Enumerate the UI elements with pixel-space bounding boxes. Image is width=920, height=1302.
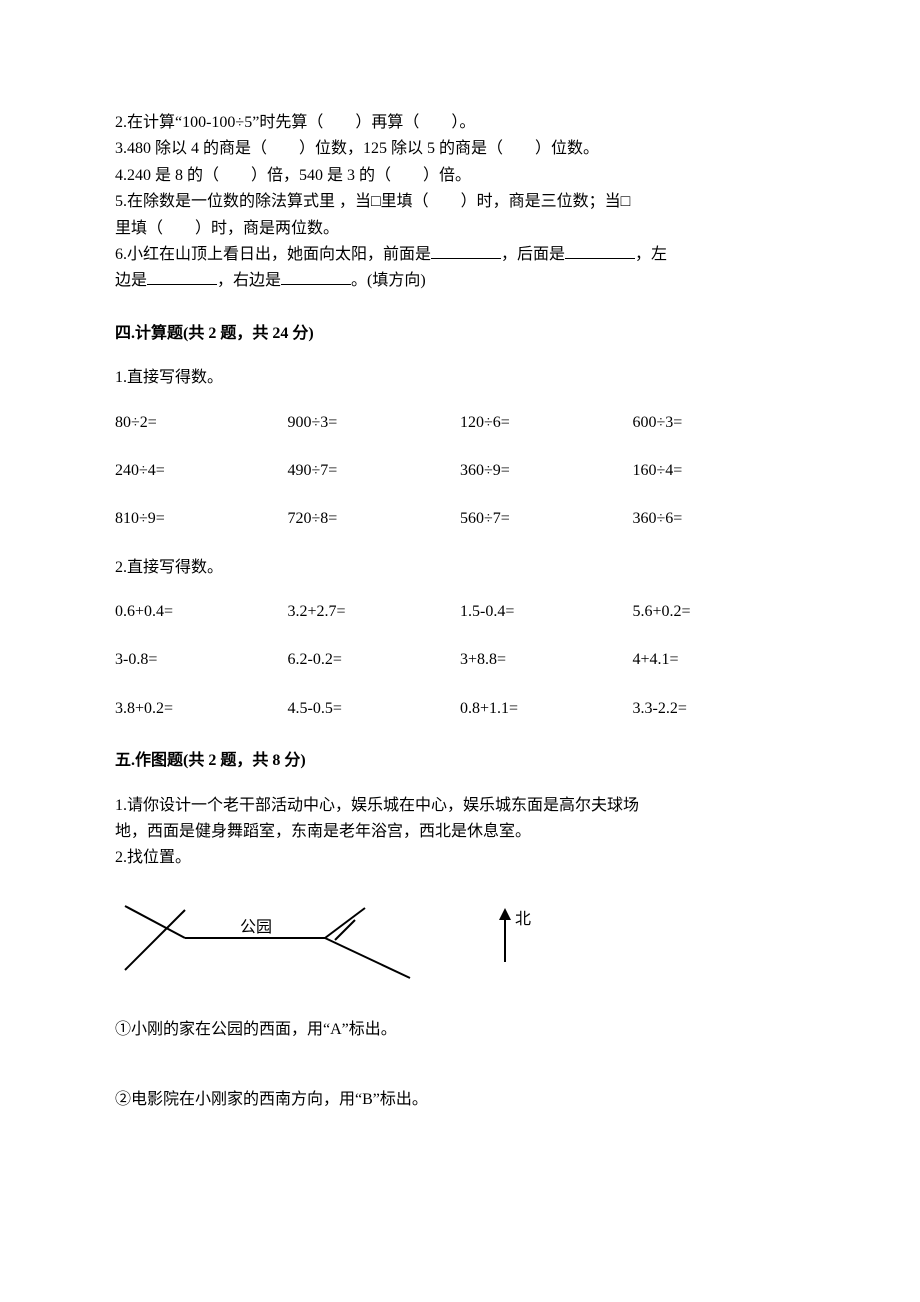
calc-cell: 120÷6= (460, 410, 633, 436)
calc-cell: 360÷6= (633, 506, 806, 532)
calc-cell: 80÷2= (115, 410, 288, 436)
calc-q1-label: 1.直接写得数。 (115, 365, 805, 391)
blank-back (565, 243, 635, 259)
fill-q6: 6.小红在山顶上看日出，她面向太阳，前面是 ，后面是 ，左 (115, 242, 805, 268)
fill-q6-line2: 边是 ，右边是 。(填方向) (115, 268, 805, 294)
fill-q4: 4.240 是 8 的（ ）倍，540 是 3 的（ ）倍。 (115, 163, 805, 189)
svg-text:公园: 公园 (240, 919, 272, 936)
blank-right (281, 269, 351, 285)
fill-q6-part-d: 边是 (115, 272, 147, 289)
calc-q2-grid: 0.6+0.4= 3.2+2.7= 1.5-0.4= 5.6+0.2= 3-0.… (115, 599, 805, 722)
calc-cell: 810÷9= (115, 506, 288, 532)
calc-cell: 4+4.1= (633, 647, 806, 673)
calc-cell: 600÷3= (633, 410, 806, 436)
calc-cell: 560÷7= (460, 506, 633, 532)
calc-cell: 160÷4= (633, 458, 806, 484)
section-iv-title: 四.计算题(共 2 题，共 24 分) (115, 321, 805, 347)
diagram-row: 公园 北 (115, 890, 805, 985)
calc-cell: 3+8.8= (460, 647, 633, 673)
draw-q1-line2: 地，西面是健身舞蹈室，东南是老年浴宫，西北是休息室。 (115, 819, 805, 845)
calc-cell: 3.8+0.2= (115, 696, 288, 722)
blank-left (147, 269, 217, 285)
park-diagram: 公园 (115, 890, 415, 985)
calc-cell: 720÷8= (288, 506, 461, 532)
calc-cell: 3.3-2.2= (633, 696, 806, 722)
calc-q2-label: 2.直接写得数。 (115, 555, 805, 581)
section-v-title: 五.作图题(共 2 题，共 8 分) (115, 748, 805, 774)
calc-q1-grid: 80÷2= 900÷3= 120÷6= 600÷3= 240÷4= 490÷7=… (115, 410, 805, 533)
calc-cell: 5.6+0.2= (633, 599, 806, 625)
calc-cell: 240÷4= (115, 458, 288, 484)
blank-front (431, 243, 501, 259)
draw-q1-line1: 1.请你设计一个老干部活动中心，娱乐城在中心，娱乐城东面是高尔夫球场 (115, 793, 805, 819)
fill-q2: 2.在计算“100-100÷5”时先算（ ）再算（ ）。 (115, 110, 805, 136)
fill-q6-part-a: 6.小红在山顶上看日出，她面向太阳，前面是 (115, 246, 431, 263)
calc-cell: 490÷7= (288, 458, 461, 484)
fill-q6-part-b: ，后面是 (501, 246, 565, 263)
fill-q5-line1: 5.在除数是一位数的除法算式里 ，当□里填（ ）时，商是三位数；当□ (115, 189, 805, 215)
fill-q6-part-e: ，右边是 (217, 272, 281, 289)
fill-q6-part-f: 。(填方向) (351, 272, 426, 289)
calc-cell: 900÷3= (288, 410, 461, 436)
calc-cell: 1.5-0.4= (460, 599, 633, 625)
fill-q5-line2: 里填（ ）时，商是两位数。 (115, 216, 805, 242)
calc-cell: 3.2+2.7= (288, 599, 461, 625)
draw-q2-label: 2.找位置。 (115, 845, 805, 871)
svg-text:北: 北 (515, 910, 531, 928)
calc-cell: 4.5-0.5= (288, 696, 461, 722)
calc-cell: 6.2-0.2= (288, 647, 461, 673)
fill-q3: 3.480 除以 4 的商是（ ）位数，125 除以 5 的商是（ ）位数。 (115, 136, 805, 162)
draw-sub-q2: ②电影院在小刚家的西南方向，用“B”标出。 (115, 1087, 805, 1113)
fill-q6-part-c: ，左 (635, 246, 667, 263)
north-arrow-icon: 北 (495, 902, 545, 972)
calc-cell: 360÷9= (460, 458, 633, 484)
calc-cell: 0.8+1.1= (460, 696, 633, 722)
calc-cell: 0.6+0.4= (115, 599, 288, 625)
calc-cell: 3-0.8= (115, 647, 288, 673)
draw-sub-q1: ①小刚的家在公园的西面，用“A”标出。 (115, 1017, 805, 1043)
